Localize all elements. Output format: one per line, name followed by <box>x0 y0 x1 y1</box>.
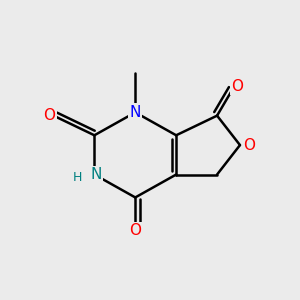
Text: O: O <box>231 79 243 94</box>
Text: H: H <box>73 171 82 184</box>
Text: N: N <box>90 167 102 182</box>
Text: N: N <box>130 105 141 120</box>
Text: O: O <box>129 223 141 238</box>
Text: O: O <box>44 108 56 123</box>
Text: O: O <box>243 138 255 153</box>
